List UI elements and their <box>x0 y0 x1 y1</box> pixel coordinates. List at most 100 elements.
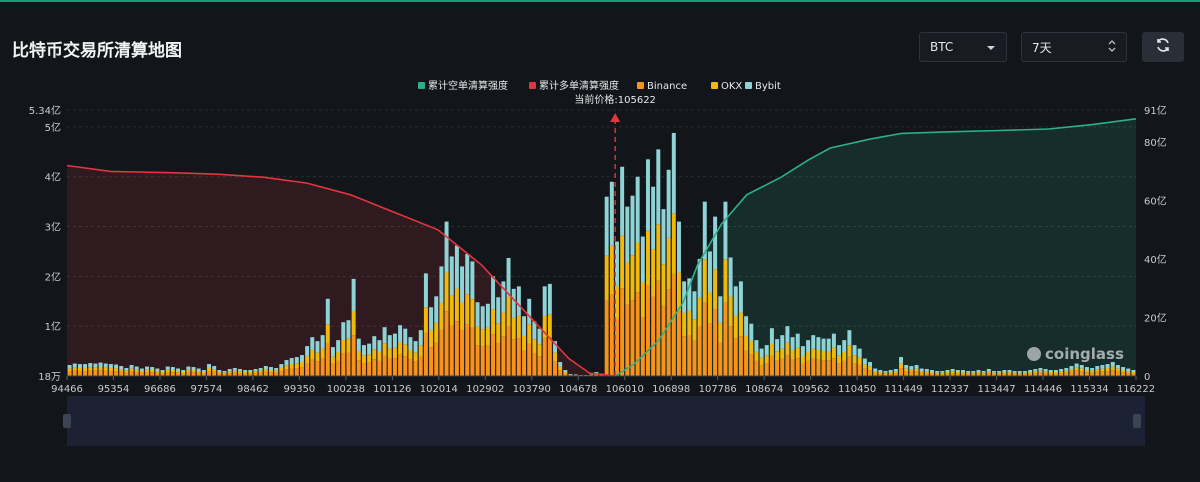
bar-okx <box>93 368 97 371</box>
bar-okx <box>667 238 671 290</box>
bar-binance <box>73 371 77 376</box>
bar-bybit <box>563 370 567 372</box>
bar-bybit <box>202 370 206 372</box>
bar-okx <box>233 371 237 373</box>
bar-bybit <box>414 341 418 353</box>
coin-select[interactable]: BTC <box>919 32 1007 62</box>
bar-bybit <box>827 339 831 351</box>
x-tick-label: 114446 <box>1024 384 1062 395</box>
bar-bybit <box>476 302 480 326</box>
bar-okx <box>393 348 397 359</box>
bar-binance <box>1075 371 1079 376</box>
bar-bybit <box>868 362 872 367</box>
bar-bybit <box>1131 370 1135 372</box>
bar-okx <box>605 256 609 301</box>
bar-bybit <box>300 355 304 362</box>
bar-binance <box>1121 372 1125 376</box>
bar-bybit <box>858 349 862 358</box>
bar-binance <box>775 361 779 376</box>
bar-bybit <box>889 370 893 372</box>
bar-bybit <box>150 367 154 370</box>
bar-binance <box>744 351 748 376</box>
y-left-tick-label: 1亿 <box>45 320 61 333</box>
legend-label: Binance <box>647 81 687 92</box>
bar-binance <box>754 361 758 376</box>
bar-binance <box>450 326 454 376</box>
bar-binance <box>331 364 335 376</box>
bar-okx <box>548 314 552 337</box>
bar-bybit <box>739 281 743 312</box>
bar-okx <box>104 368 108 371</box>
bar-binance <box>1111 370 1115 376</box>
bar-binance <box>145 372 149 376</box>
bar-bybit <box>672 133 676 213</box>
bar-okx <box>362 355 366 363</box>
bar-okx <box>305 356 309 363</box>
bar-okx <box>274 371 278 373</box>
x-tick-label: 98462 <box>237 384 269 395</box>
bar-binance <box>909 372 913 376</box>
bar-okx <box>718 323 722 343</box>
bar-okx <box>816 350 820 360</box>
bar-okx <box>465 294 469 325</box>
bar-okx <box>1111 367 1115 370</box>
bar-okx <box>992 373 996 374</box>
range-slider-handle-right[interactable] <box>1133 414 1141 428</box>
bar-okx <box>563 372 567 373</box>
bar-binance <box>522 351 526 376</box>
x-tick-label: 96686 <box>144 384 176 395</box>
bar-bybit <box>99 363 103 367</box>
bar-okx <box>940 373 944 374</box>
bar-bybit <box>192 367 196 370</box>
bar-binance <box>687 335 691 376</box>
bar-bybit <box>512 289 516 318</box>
bar-bybit <box>661 209 665 264</box>
bar-bybit <box>93 364 97 368</box>
bar-bybit <box>925 369 929 371</box>
x-tick-label: 110450 <box>838 384 876 395</box>
bar-okx <box>248 372 252 373</box>
bar-binance <box>863 369 867 376</box>
bar-binance <box>1106 371 1110 376</box>
bar-binance <box>899 368 903 376</box>
bar-okx <box>171 370 175 372</box>
bar-okx <box>775 351 779 360</box>
bar-binance <box>785 355 789 376</box>
bar-bybit <box>754 340 758 352</box>
legend-label: Bybit <box>755 81 781 92</box>
bar-binance <box>274 373 278 376</box>
x-tick-label: 106898 <box>652 384 690 395</box>
bar-bybit <box>305 346 309 356</box>
bar-bybit <box>491 276 495 309</box>
range-select[interactable]: 7天 <box>1021 32 1127 62</box>
bar-okx <box>336 352 340 361</box>
bar-okx <box>109 368 113 371</box>
bar-okx <box>238 371 242 373</box>
refresh-button[interactable] <box>1142 32 1184 62</box>
bar-bybit <box>873 369 877 371</box>
bar-bybit <box>791 337 795 350</box>
bar-bybit <box>367 344 371 355</box>
bar-bybit <box>785 326 789 342</box>
bar-bybit <box>971 371 975 373</box>
x-tick-label: 95354 <box>98 384 130 395</box>
y-right-tick-label: 60亿 <box>1144 195 1167 208</box>
bar-binance <box>780 359 784 376</box>
x-tick-label: 103790 <box>513 384 551 395</box>
bar-binance <box>837 363 841 376</box>
bar-okx <box>966 373 970 374</box>
bar-okx <box>1064 371 1068 373</box>
bar-bybit <box>961 370 965 372</box>
bar-okx <box>408 350 412 360</box>
bar-bybit <box>806 340 810 352</box>
bar-okx <box>791 350 795 360</box>
bar-bybit <box>1064 368 1068 371</box>
bar-bybit <box>465 254 469 294</box>
bar-bybit <box>145 367 149 370</box>
bar-bybit <box>775 339 779 351</box>
bar-bybit <box>186 367 190 370</box>
bar-bybit <box>393 334 397 348</box>
bar-binance <box>315 361 319 376</box>
bar-binance <box>383 355 387 376</box>
range-slider-handle-left[interactable] <box>63 414 71 428</box>
